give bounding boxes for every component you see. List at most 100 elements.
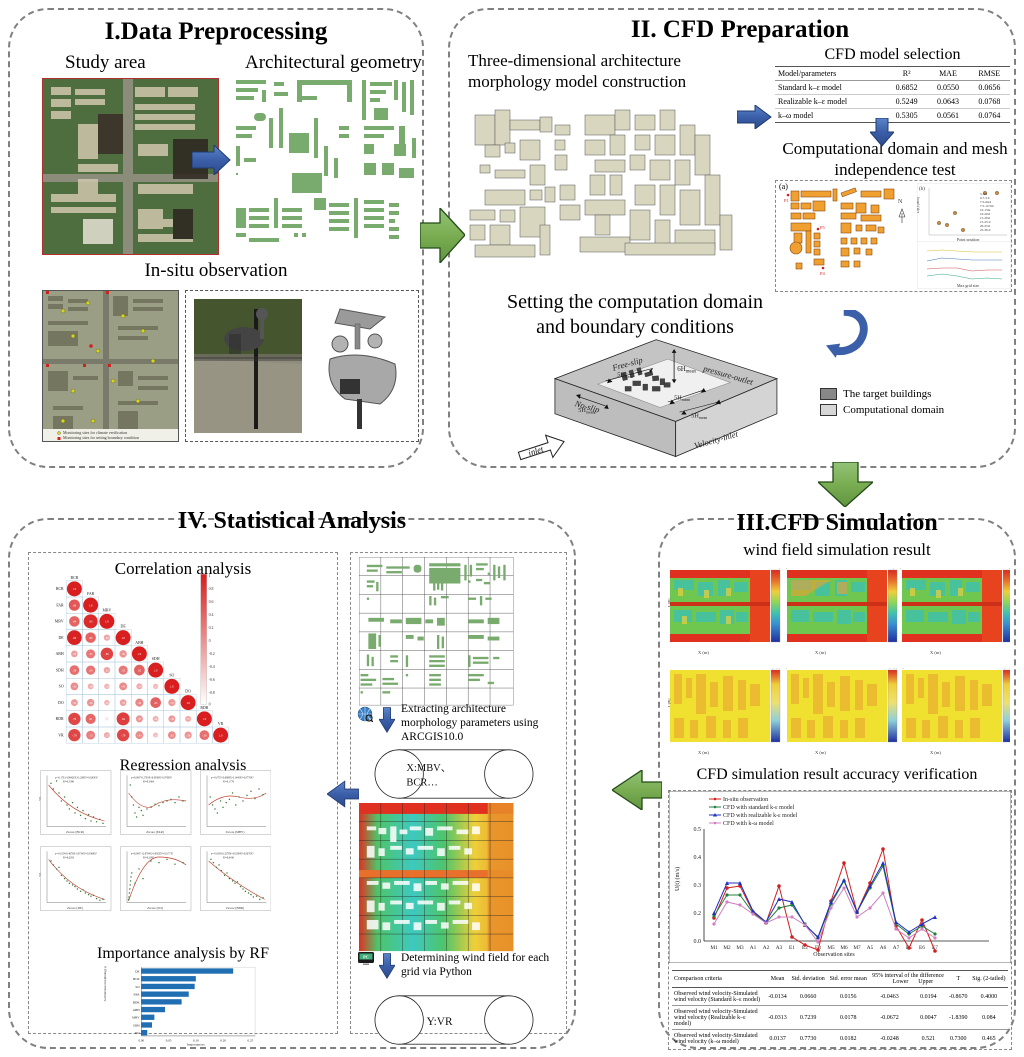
svg-text:Zscore (BCR): Zscore (BCR)	[66, 830, 84, 834]
svg-text:DO: DO	[185, 690, 191, 694]
svg-text:0.4: 0.4	[209, 613, 214, 617]
svg-text:1.0: 1.0	[89, 604, 93, 607]
svg-text:1: 1	[209, 574, 211, 578]
svg-text:R²=0.6436: R²=0.6436	[223, 857, 235, 860]
svg-text:U(t) (m/s): U(t) (m/s)	[917, 196, 920, 213]
svg-text:R²=0.1778: R²=0.1778	[223, 781, 235, 784]
svg-text:.64: .64	[73, 621, 77, 624]
svg-text:SO: SO	[169, 673, 174, 677]
svg-text:-.43: -.43	[137, 734, 142, 737]
svg-text:MBV: MBV	[102, 608, 111, 612]
svg-text:Monitoring sites for setting b: Monitoring sites for setting boundary co…	[63, 435, 139, 440]
svg-text:VR: VR	[218, 722, 224, 726]
svg-text:CFD with k-ω model: CFD with k-ω model	[723, 821, 774, 827]
svg-text:[W] (m/s): [W] (m/s)	[1004, 668, 1010, 669]
svg-text:.65: .65	[154, 702, 158, 705]
svg-text:U(t) (m/s): U(t) (m/s)	[674, 867, 681, 891]
svg-text:0.20: 0.20	[220, 1038, 226, 1042]
svg-text:0.2: 0.2	[694, 911, 702, 917]
svg-text:DE: DE	[121, 625, 127, 629]
svg-text:[V] (m/s): [V] (m/s)	[889, 668, 905, 669]
svg-text:R²=0.6293: R²=0.6293	[63, 857, 75, 860]
svg-text:BCR: BCR	[56, 587, 64, 591]
svg-text:X (m): X (m)	[815, 650, 826, 655]
svg-text:-.23: -.23	[105, 686, 110, 689]
svg-text:-.37: -.37	[170, 702, 175, 705]
svg-text:FAR: FAR	[87, 592, 95, 596]
svg-text:(b): (b)	[919, 187, 925, 192]
svg-text:1.0: 1.0	[219, 734, 223, 737]
svg-text:1.0: 1.0	[186, 702, 190, 705]
svg-text:DO: DO	[58, 701, 64, 705]
svg-text:0.05: 0.05	[166, 1038, 172, 1042]
svg-text:Zscore (DE): Zscore (DE)	[67, 906, 83, 910]
svg-text:DE: DE	[58, 636, 64, 640]
svg-text:.65: .65	[138, 669, 142, 672]
svg-text:BCR: BCR	[133, 977, 140, 981]
svg-text:RO: RO	[135, 1031, 140, 1035]
svg-text:Y (m): Y (m)	[668, 698, 671, 708]
svg-text:.39: .39	[89, 702, 93, 705]
svg-text:BDR: BDR	[133, 1000, 141, 1004]
svg-text:M2: M2	[723, 945, 731, 951]
svg-text:-0.2: -0.2	[209, 652, 215, 656]
svg-text:-.43: -.43	[121, 686, 126, 689]
svg-text:.64: .64	[89, 637, 93, 640]
svg-text:-.51: -.51	[88, 734, 93, 737]
svg-text:Architecture morphology parame: Architecture morphology parameter	[103, 966, 107, 1002]
svg-text:Y:VR: Y:VR	[427, 1016, 453, 1028]
svg-text:1.0: 1.0	[105, 621, 109, 624]
svg-text:M6: M6	[840, 945, 848, 951]
svg-text:.42: .42	[170, 734, 174, 737]
svg-text:SDH: SDH	[56, 668, 64, 672]
svg-text:XX (m/s): XX (m/s)	[772, 568, 788, 569]
svg-text:.33: .33	[73, 653, 77, 656]
svg-text:FAR: FAR	[133, 993, 140, 997]
svg-text:0.6: 0.6	[209, 600, 214, 604]
svg-text:0.25: 0.25	[248, 1038, 254, 1042]
svg-text:0.3: 0.3	[694, 883, 702, 889]
svg-text:X (m): X (m)	[815, 750, 826, 755]
svg-text:0: 0	[209, 703, 211, 707]
svg-text:-.20: -.20	[153, 734, 158, 737]
svg-text:Observation sites: Observation sites	[813, 952, 855, 958]
svg-text:1.0: 1.0	[73, 588, 77, 591]
svg-text:.61: .61	[89, 718, 93, 721]
svg-text:1.0: 1.0	[170, 686, 174, 689]
svg-text:-.38: -.38	[186, 734, 191, 737]
svg-text:.58: .58	[73, 669, 77, 672]
svg-text:[U] (m/s): [U] (m/s)	[772, 668, 788, 669]
svg-text:-.21: -.21	[153, 686, 158, 689]
svg-text:VR: VR	[58, 733, 64, 737]
svg-text:-.79: -.79	[121, 734, 126, 737]
svg-text:y=-0.179.14.0042EX-0.12MX²+0.0: y=-0.179.14.0042EX-0.12MX²+0.0204X³	[55, 777, 98, 780]
svg-text:CFD with standard k-ε model: CFD with standard k-ε model	[723, 805, 795, 811]
svg-text:-0.6: -0.6	[209, 678, 215, 682]
svg-text:SO: SO	[135, 985, 140, 989]
svg-text:.26: .26	[154, 718, 158, 721]
svg-text:0.0: 0.0	[694, 939, 702, 945]
svg-text:FAR: FAR	[56, 603, 64, 607]
svg-text:CFD with realizable k-ε model: CFD with realizable k-ε model	[723, 813, 798, 819]
svg-text:BDR: BDR	[56, 717, 64, 721]
svg-text:X (m): X (m)	[698, 750, 709, 755]
svg-text:-0.8: -0.8	[209, 691, 215, 695]
svg-text:.53: .53	[121, 669, 125, 672]
svg-text:y=0.0487-12.8784X+0.8503X²-0.0: y=0.0487-12.8784X+0.8503X²-0.0177X³	[131, 853, 173, 856]
svg-text:0.5: 0.5	[694, 827, 702, 833]
svg-text:.93: .93	[89, 621, 93, 624]
svg-text:Zscore (MBV): Zscore (MBV)	[226, 830, 245, 834]
svg-text:y=-0.0339-0.3278X+0.0198X²+0.0: y=-0.0339-0.3278X+0.0198X²+0.0070X³	[211, 853, 254, 856]
svg-text:ABH: ABH	[133, 1008, 141, 1012]
svg-text:In-situ observation: In-situ observation	[723, 797, 768, 803]
svg-text:R²=0.3464: R²=0.3464	[143, 781, 155, 784]
svg-text:X (m): X (m)	[930, 750, 941, 755]
svg-text:-.79: -.79	[72, 734, 77, 737]
svg-text:MBV: MBV	[55, 620, 64, 624]
svg-text:BCR: BCR	[70, 576, 78, 580]
svg-text:.04: .04	[105, 718, 109, 721]
svg-text:Zscore (BDR): Zscore (BDR)	[226, 906, 244, 910]
svg-text:A6: A6	[880, 945, 887, 951]
svg-text:-0.4: -0.4	[209, 665, 215, 669]
svg-text:-.26: -.26	[88, 686, 93, 689]
